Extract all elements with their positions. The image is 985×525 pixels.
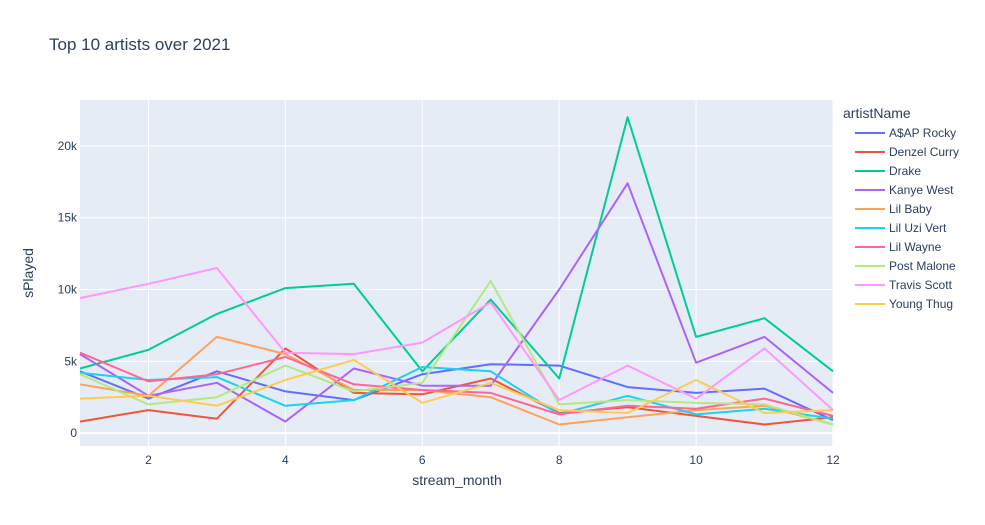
y-tick-label: 15k <box>58 211 78 225</box>
legend-label: Post Malone <box>889 259 956 273</box>
legend-label: Denzel Curry <box>889 145 959 159</box>
legend-title: artistName <box>843 105 911 121</box>
series-line[interactable] <box>79 358 834 414</box>
series-line[interactable] <box>79 279 834 426</box>
series-line[interactable] <box>79 267 834 411</box>
x-tick-label: 6 <box>419 453 426 467</box>
legend-item[interactable]: Kanye West <box>855 183 954 197</box>
y-tick-label: 20k <box>58 139 78 153</box>
legend-item[interactable]: A$AP Rocky <box>855 126 956 140</box>
series-line[interactable] <box>79 116 834 380</box>
legend-label: Lil Wayne <box>889 240 942 254</box>
series-lines[interactable] <box>79 116 834 426</box>
legend-label: Lil Baby <box>889 202 932 216</box>
x-tick-label: 12 <box>826 453 840 467</box>
x-axis-title: stream_month <box>412 472 501 488</box>
x-tick-label: 2 <box>145 453 152 467</box>
series-line[interactable] <box>79 182 834 423</box>
x-tick-label: 8 <box>556 453 563 467</box>
legend[interactable]: artistName A$AP Rocky Denzel Curry Drake Ka… <box>843 105 959 311</box>
x-axis-ticks: 2 4 6 8 10 12 <box>145 453 840 467</box>
y-axis-ticks: 0 5k 10k 15k 20k <box>58 139 78 440</box>
legend-label: Lil Uzi Vert <box>889 221 947 235</box>
y-axis-title: sPlayed <box>20 248 36 298</box>
plot-area <box>80 100 833 446</box>
legend-label: A$AP Rocky <box>889 126 956 140</box>
legend-item[interactable]: Lil Baby <box>855 202 932 216</box>
legend-item[interactable]: Lil Uzi Vert <box>855 221 947 235</box>
series-line[interactable] <box>79 366 834 420</box>
chart-title: Top 10 artists over 2021 <box>49 35 230 54</box>
legend-label: Kanye West <box>889 183 954 197</box>
legend-item[interactable]: Young Thug <box>855 297 953 311</box>
legend-item[interactable]: Travis Scott <box>855 278 953 292</box>
legend-item[interactable]: Drake <box>855 164 921 178</box>
legend-label: Young Thug <box>889 297 953 311</box>
legend-label: Drake <box>889 164 921 178</box>
legend-item[interactable]: Denzel Curry <box>855 145 959 159</box>
x-tick-label: 10 <box>689 453 703 467</box>
gridlines <box>80 100 834 446</box>
y-tick-label: 10k <box>58 283 78 297</box>
legend-item[interactable]: Lil Wayne <box>855 240 942 254</box>
y-tick-label: 5k <box>64 354 78 368</box>
y-tick-label: 0 <box>70 426 77 440</box>
legend-item[interactable]: Post Malone <box>855 259 956 273</box>
legend-label: Travis Scott <box>889 278 953 292</box>
x-tick-label: 4 <box>282 453 289 467</box>
series-line[interactable] <box>79 351 834 417</box>
